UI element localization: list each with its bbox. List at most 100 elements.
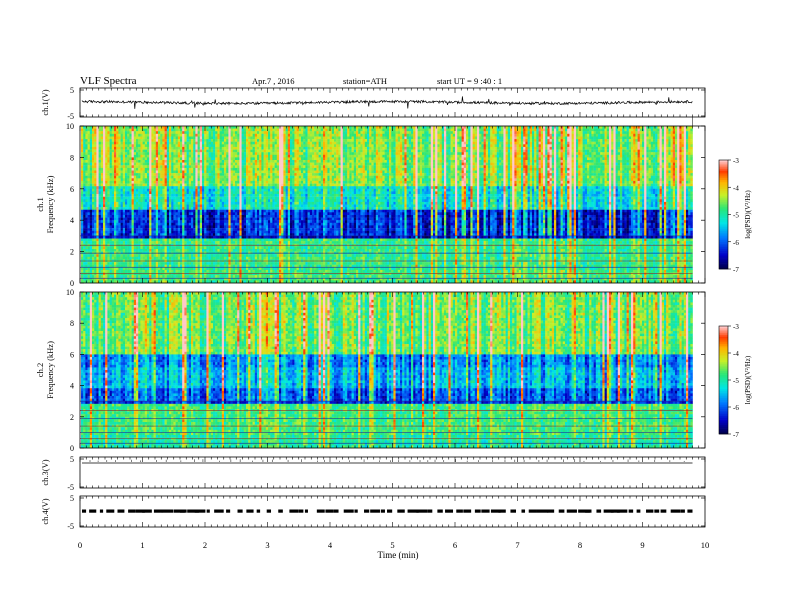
ch1-spec-cell (118, 191, 120, 194)
ch1-spec-cell (107, 246, 109, 249)
ch1-spec-cell (110, 142, 112, 145)
ch1-spec-cell (160, 225, 162, 228)
ch1-spec-cell (173, 194, 175, 197)
ch1-spec-cell (154, 160, 156, 163)
ch1-spec-cell (123, 236, 125, 239)
ch1-spec-cell (184, 155, 186, 158)
ch1-spec-cell (110, 257, 112, 260)
ch1-spec-cell (180, 129, 182, 132)
ch1-spec-cell (123, 150, 125, 153)
ch1-spec-cell (195, 184, 197, 187)
ch1-spec-cell (173, 134, 175, 137)
ch1-spec-cell (118, 160, 120, 163)
ch1-spec-cell (118, 168, 120, 171)
ch1-spec-cell (105, 231, 107, 234)
ch1-spec-cell (162, 197, 164, 200)
ch1-spec-cell (132, 152, 134, 155)
ch1-spec-cell (96, 197, 98, 200)
ch1-spec-cell (145, 184, 147, 187)
ch1-spec-cell (110, 231, 112, 234)
ch1-spec-cell (209, 189, 211, 192)
ch1-spec-cell (211, 215, 213, 218)
ch1-spec-cell (129, 155, 131, 158)
ch1-spec-cell (173, 191, 175, 194)
ch1-spec-cell (180, 246, 182, 249)
ch1-spec-cell (96, 218, 98, 221)
ch1-spec-cell (176, 228, 178, 231)
ch1-spec-cell (173, 186, 175, 189)
ch1-spec-cell (114, 270, 116, 273)
ch1-spec-cell (118, 220, 120, 223)
ch1-spec-cell (171, 129, 173, 132)
ch1-spec-cell (143, 197, 145, 200)
ch1-spec-cell (118, 223, 120, 226)
ch1-spec-cell (151, 207, 153, 210)
ch1-spec-cell (90, 228, 92, 231)
ch1-spec-cell (193, 218, 195, 221)
ch1-spec-cell (200, 131, 202, 134)
ch1-spec-cell (189, 202, 191, 205)
ch1-spec-cell (121, 194, 123, 197)
ch1-spec-cell (114, 186, 116, 189)
ch1-spec-cell (191, 202, 193, 205)
ch1-spec-cell (107, 207, 109, 210)
ch1-spec-cell (215, 173, 217, 176)
ch1-spec-cell (160, 181, 162, 184)
ch1-spec-cell (200, 267, 202, 270)
ch1-spec-cell (180, 197, 182, 200)
ch1-spec-cell (129, 163, 131, 166)
ch1-spec-cell (167, 178, 169, 181)
ch1-spec-cell (138, 199, 140, 202)
ch1-spec-cell (81, 163, 83, 166)
ch1-spec-cell (160, 189, 162, 192)
ch1-spec-cell (156, 194, 158, 197)
ch1-spec-cell (90, 220, 92, 223)
ch1-spec-cell (125, 207, 127, 210)
ch1-spec-cell (107, 210, 109, 213)
ch1-spec-cell (217, 173, 219, 176)
ch1-spec-cell (211, 157, 213, 160)
ch1-spec-cell (138, 142, 140, 145)
ch1-spec-cell (176, 181, 178, 184)
ch1-spec-cell (114, 178, 116, 181)
ch1-spec-cell (136, 150, 138, 153)
ch1-spec-cell (101, 147, 103, 150)
ch1-spec-cell (127, 173, 129, 176)
ch1-spec-cell (101, 137, 103, 140)
ch1-spec-cell (88, 220, 90, 223)
ch1-spec-cell (118, 137, 120, 140)
ch1-spec-cell (217, 189, 219, 192)
ch1-spec-cell (187, 254, 189, 257)
ch1-spec-cell (215, 189, 217, 192)
ch1-spec-cell (118, 270, 120, 273)
ch1-spec-cell (209, 184, 211, 187)
ch1-spec-cell (92, 241, 94, 244)
ch1-spec-cell (116, 163, 118, 166)
ch1-spec-cell (213, 160, 215, 163)
ch1-spec-cell (90, 150, 92, 153)
ch1-spec-cell (182, 246, 184, 249)
date-label: Apr.7 , 2016 (252, 76, 295, 86)
ch1-spec-cell (213, 184, 215, 187)
ch1-spec-cell (178, 173, 180, 176)
ch1-spec-cell (127, 131, 129, 134)
ch1-spec-cell (112, 168, 114, 171)
ch1-spec-cell (160, 246, 162, 249)
ch1-spec-cell (129, 225, 131, 228)
ch1-spec-cell (114, 150, 116, 153)
ch1-spec-cell (182, 254, 184, 257)
ch1-spec-cell (94, 241, 96, 244)
ch1-spec-cell (101, 231, 103, 234)
ch1-spec-cell (162, 163, 164, 166)
ch1-spec-cell (143, 134, 145, 137)
ch1-spec-cell (149, 270, 151, 273)
ch1-spec-cell (140, 231, 142, 234)
ch1-spec-cell (105, 212, 107, 215)
ch1-spec-cell (138, 197, 140, 200)
ch1-spec-cell (140, 189, 142, 192)
ch1-spec-cell (94, 126, 96, 129)
ch1-spec-cell (101, 241, 103, 244)
ch1-spec-cell (103, 236, 105, 239)
ch1-spec-cell (132, 262, 134, 265)
ch1-spec-cell (215, 270, 217, 273)
